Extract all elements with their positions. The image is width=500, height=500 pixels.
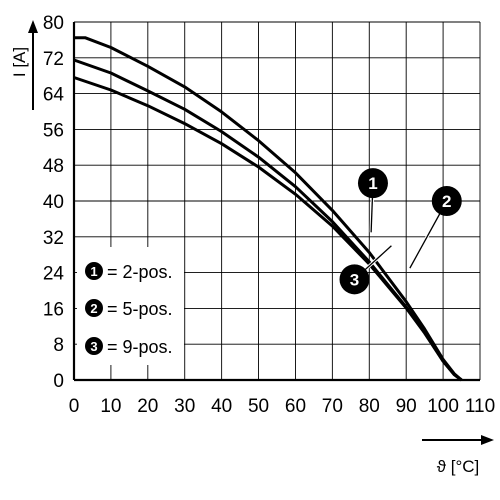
legend-marker-label-2: 2 <box>90 301 97 316</box>
y-tick-label-8: 8 <box>53 335 64 356</box>
y-axis-arrowhead <box>28 20 38 33</box>
y-tick-label-64: 64 <box>43 85 65 106</box>
y-tick-label-56: 56 <box>43 120 64 141</box>
callouts: 1 2 3 <box>339 168 462 295</box>
callout-circle-2 <box>431 186 462 216</box>
legend: 1 = 2-pos. 2 = 5-pos. 3 = 9-pos. <box>77 247 184 365</box>
x-axis-label-group: ϑ [°C] <box>422 435 494 476</box>
x-tick-label-0: 0 <box>69 396 80 417</box>
x-axis-label: ϑ [°C] <box>437 457 480 476</box>
x-tick-label-110: 110 <box>465 396 495 417</box>
grid <box>72 21 481 382</box>
series-line-3 <box>73 76 463 382</box>
callout-circle-1 <box>357 168 388 199</box>
x-tick-label-100: 100 <box>427 396 459 417</box>
callout-circle-3 <box>339 264 370 295</box>
callout-label-1: 1 <box>368 174 377 193</box>
tick-labels: 0 10 20 30 40 50 60 70 80 90 100 110081624324048566… <box>43 13 495 417</box>
y-tick-label-72: 72 <box>43 49 64 70</box>
y-tick-label-32: 32 <box>43 228 64 249</box>
legend-marker-label-1: 1 <box>90 264 97 279</box>
x-tick-label-20: 20 <box>137 396 158 417</box>
x-tick-label-30: 30 <box>174 396 195 417</box>
legend-entry-2: 2 = 5-pos. <box>85 299 173 319</box>
y-tick-label-80: 80 <box>43 13 64 34</box>
y-tick-label-16: 16 <box>43 299 64 320</box>
x-tick-label-70: 70 <box>322 396 343 417</box>
legend-label-3: = 9-pos. <box>107 337 173 357</box>
x-tick-label-10: 10 <box>100 396 121 417</box>
y-axis-label-group: I [A] <box>10 20 38 110</box>
legend-entry-1: 1 = 2-pos. <box>85 262 173 282</box>
y-tick-label-48: 48 <box>43 156 64 177</box>
x-tick-label-60: 60 <box>285 396 306 417</box>
x-axis-arrowhead <box>481 435 494 445</box>
y-tick-label-0: 0 <box>53 371 64 392</box>
y-tick-label-24: 24 <box>43 264 65 285</box>
x-tick-label-90: 90 <box>396 396 417 417</box>
x-tick-label-80: 80 <box>359 396 380 417</box>
legend-marker-1 <box>85 262 103 280</box>
legend-marker-3 <box>85 337 103 355</box>
callout-label-3: 3 <box>350 270 359 289</box>
y-tick-label-40: 40 <box>43 192 64 213</box>
legend-marker-label-3: 3 <box>90 339 97 354</box>
legend-label-2: = 5-pos. <box>107 299 173 319</box>
legend-entry-3: 3 = 9-pos. <box>85 337 173 357</box>
legend-marker-2 <box>85 299 103 317</box>
y-axis-label: I [A] <box>10 47 29 77</box>
callout-label-2: 2 <box>442 192 451 211</box>
series-lines <box>73 36 463 382</box>
legend-label-1: = 2-pos. <box>107 262 173 282</box>
x-tick-label-40: 40 <box>211 396 232 417</box>
x-tick-label-50: 50 <box>248 396 269 417</box>
